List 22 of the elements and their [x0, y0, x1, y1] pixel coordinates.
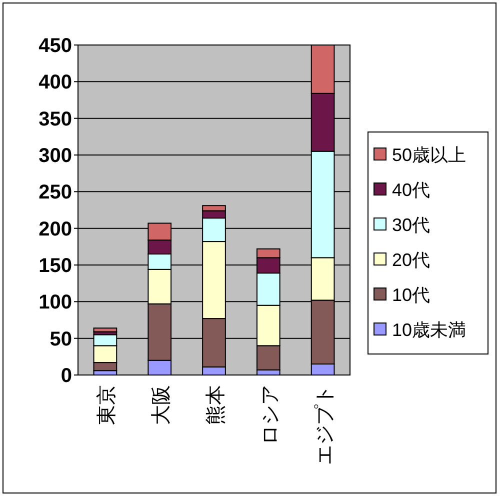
- y-tick-label: 450: [38, 35, 72, 57]
- x-tick-label: 熊本: [205, 385, 227, 425]
- x-tick-label: 東京: [96, 385, 118, 425]
- y-tick-label: 200: [38, 218, 72, 240]
- legend-label: 50歳以上: [392, 145, 466, 165]
- y-tick-label: 400: [38, 72, 72, 94]
- y-tick-label: 250: [38, 182, 72, 204]
- y-tick-label: 50: [50, 328, 72, 350]
- legend-label: 30代: [392, 215, 430, 235]
- legend-label: 10歳未満: [392, 320, 466, 340]
- y-tick-label: 350: [38, 108, 72, 130]
- legend-label: 20代: [392, 250, 430, 270]
- bar: [93, 328, 118, 332]
- x-tick-label: 大阪: [150, 385, 173, 425]
- y-tick-label: 100: [38, 292, 72, 314]
- x-tick-label: ロシア: [259, 385, 282, 445]
- legend-label: 40代: [392, 180, 430, 200]
- y-tick-label: 300: [38, 145, 72, 167]
- y-tick-label: 150: [38, 255, 72, 277]
- x-tick-label: エジプト: [314, 385, 336, 465]
- y-tick-label: 0: [60, 365, 72, 387]
- legend-label: 10代: [392, 285, 430, 305]
